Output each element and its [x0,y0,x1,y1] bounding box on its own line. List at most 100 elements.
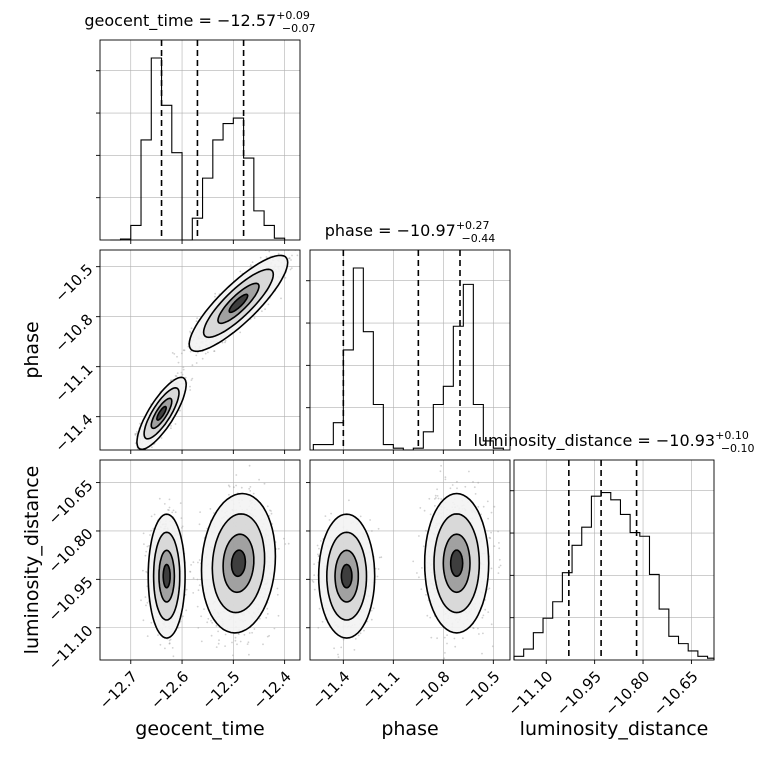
scatter-point [266,505,269,508]
scatter-point [253,661,255,663]
scatter-point [182,615,184,618]
scatter-point [146,545,149,548]
scatter-point [180,371,183,374]
scatter-point [143,453,145,455]
scatter-point [142,619,145,622]
scatter-point [213,512,215,514]
scatter-point [206,621,209,624]
scatter-point [142,532,145,535]
scatter-point [200,640,203,643]
scatter-point [195,354,198,357]
scatter-point [231,641,233,644]
scatter-point [235,474,238,476]
scatter-point [189,570,191,573]
scatter-point [248,487,251,490]
scatter-point [176,355,178,358]
scatter-point [317,626,320,629]
joint-frame [99,249,301,451]
scatter-point [303,243,305,245]
scatter-point [183,349,186,352]
scatter-point [163,503,166,505]
scatter-point [119,457,121,459]
scatter-point [276,593,279,596]
scatter-point [189,331,192,334]
scatter-point [284,276,287,279]
scatter-point [209,508,212,510]
scatter-point [182,368,185,371]
contour-line-3 [162,563,171,589]
scatter-point [261,310,263,313]
scatter-point [197,589,200,592]
scatter-point [200,615,203,618]
scatter-point [284,543,287,545]
scatter-point [224,339,227,342]
contour-line-1 [152,531,181,621]
scatter-point [265,256,268,258]
scatter-point [189,571,192,573]
scatter-point [213,350,216,352]
scatter-point [150,529,153,532]
scatter-point [207,617,210,620]
scatter-point [266,613,269,615]
scatter-point [172,655,175,658]
scatter-point [185,588,188,591]
scatter-point [174,423,177,425]
contour-line-1 [211,513,266,614]
scatter-point [248,464,251,467]
scatter-point [197,561,199,564]
scatter-point [189,350,192,353]
scatter-point [196,578,199,581]
contour-line-0 [147,513,186,639]
scatter-point [288,257,291,259]
scatter-point [139,455,141,457]
histogram-step-geocent_time [110,57,286,241]
scatter-point [198,584,201,587]
scatter-point [189,389,192,391]
scatter-point [135,432,138,435]
scatter-point [151,446,153,449]
scatter-point [291,254,293,257]
scatter-point [171,511,174,514]
scatter-point [249,264,252,267]
scatter-point [175,375,178,378]
scatter-point [214,292,217,295]
scatter-point [168,642,171,645]
scatter-point [172,509,175,512]
scatter-point [158,497,161,500]
scatter-point [215,646,218,648]
scatter-point [192,561,195,564]
scatter-point [224,633,227,636]
scatter-point [228,493,230,496]
scatter-point [211,621,214,624]
scatter-point [264,308,266,311]
scatter-point [276,587,279,590]
scatter-point [179,664,181,666]
scatter-point [214,295,216,298]
scatter-point [224,341,226,344]
scatter-point [290,259,292,261]
scatter-point [191,377,194,380]
histogram-geocent_time [96,40,300,244]
scatter-point [179,409,181,412]
scatter-point [136,451,138,453]
scatter-point [134,442,137,445]
scatter-point [155,453,157,455]
scatter-point [290,267,293,269]
scatter-point [150,621,153,624]
panel-title-phase: phase = −10.97+0.27 −0.44 [325,219,496,245]
scatter-point [248,632,251,634]
scatter-point [170,427,172,430]
histogram-frame-luminosity_distance [513,459,715,661]
scatter-point [199,511,202,513]
scatter-point [249,490,252,492]
scatter-point [190,379,193,381]
histogram-luminosity_distance [510,460,715,664]
joint-panel-content [100,460,300,666]
density-fill-3 [156,406,167,421]
joint-panel-geocent_time-luminosity_distance [96,460,300,666]
scatter-point [177,627,180,629]
scatter-point [240,486,243,489]
scatter-point [189,385,191,388]
histogram-step-phase [312,267,504,451]
scatter-point [253,317,256,319]
